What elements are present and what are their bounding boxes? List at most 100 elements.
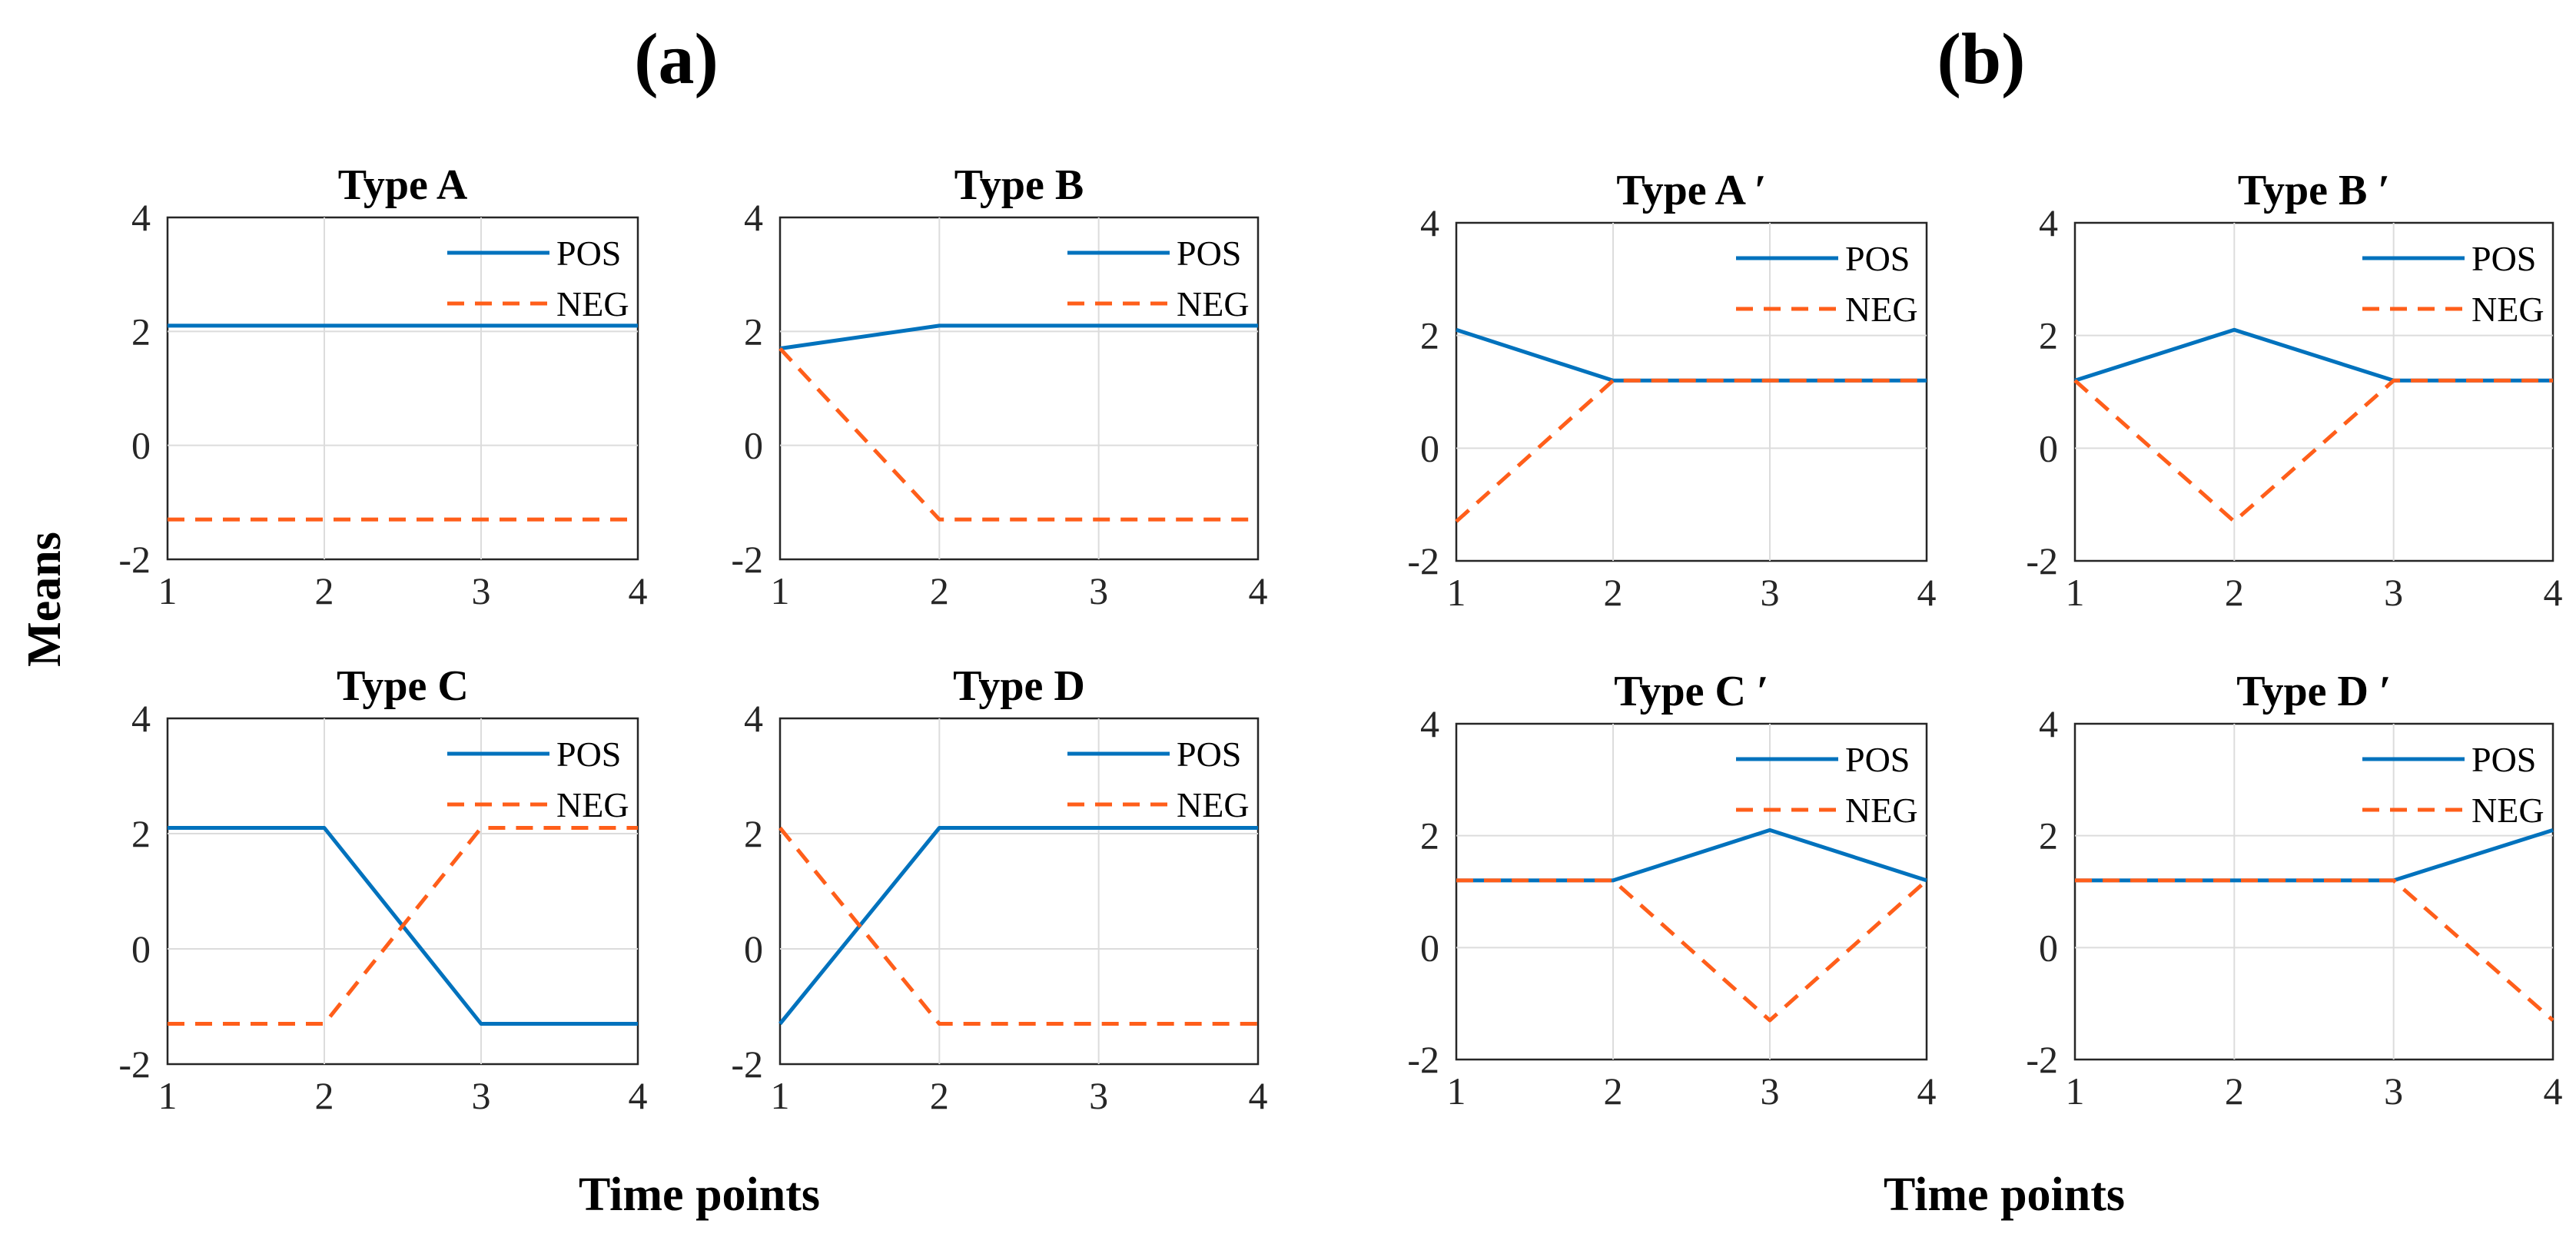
plot-area <box>778 717 1260 1066</box>
x-tick-label: 1 <box>1447 571 1466 614</box>
y-tick-label: 2 <box>1420 814 1439 857</box>
y-tick-label: -2 <box>118 538 151 581</box>
y-tick-label: 2 <box>744 812 763 855</box>
x-tick-label: 3 <box>2384 1070 2403 1113</box>
x-tick-label: 4 <box>629 1074 648 1117</box>
x-tick-label: 1 <box>771 569 790 612</box>
subplot-title: Type C <box>337 662 469 710</box>
y-tick-label: 0 <box>131 927 151 970</box>
subplot-1: Type A -2 0 2 4 1 2 3 4 POS NEG <box>118 161 647 612</box>
y-tick-label: 2 <box>744 310 763 353</box>
x-tick-label: 3 <box>1761 1070 1780 1113</box>
subplot-title: Type C ′ <box>1614 668 1768 715</box>
y-tick-label: 4 <box>2039 201 2058 244</box>
series-line-pos <box>1456 827 1927 883</box>
subplot-title: Type D ′ <box>2236 668 2391 715</box>
plot-area <box>2073 722 2554 1061</box>
x-tick-label: 2 <box>315 569 334 612</box>
x-tick-label: 3 <box>1089 569 1108 612</box>
plot-area <box>166 216 639 561</box>
panel-label-b: (b) <box>1937 19 2026 99</box>
y-tick-label: 0 <box>1420 926 1439 969</box>
x-tick-label: 1 <box>771 1074 790 1117</box>
y-tick-label: 2 <box>1420 314 1439 357</box>
y-tick-label: 0 <box>131 424 151 467</box>
y-tick-label: -2 <box>1407 1038 1439 1081</box>
y-tick-label: 4 <box>1420 702 1439 745</box>
x-tick-label: 1 <box>1447 1070 1466 1113</box>
y-tick-label: -2 <box>731 538 763 581</box>
x-tick-label: 3 <box>1089 1074 1108 1117</box>
plot-area <box>1455 221 1928 562</box>
y-tick-label: 0 <box>2039 426 2058 469</box>
x-tick-label: 2 <box>2225 571 2244 614</box>
x-tick-label: 3 <box>1761 571 1780 614</box>
subplot-title: Type A <box>338 161 468 209</box>
x-tick-label: 4 <box>1917 571 1937 614</box>
plot-area <box>2073 221 2554 562</box>
subplot-2: Type B -2 0 2 4 1 2 3 4 POS NEG <box>731 161 1267 612</box>
x-tick-label: 2 <box>315 1074 334 1117</box>
plot-area <box>166 717 639 1066</box>
x-tick-label: 1 <box>2066 571 2085 614</box>
y-tick-label: 4 <box>1420 201 1439 244</box>
series-line-neg <box>778 826 1258 1026</box>
x-tick-label: 4 <box>1249 569 1268 612</box>
x-tick-label: 3 <box>472 569 491 612</box>
x-tick-label: 3 <box>2384 571 2403 614</box>
subplot-title: Type B <box>954 161 1084 209</box>
legend-label-neg: NEG <box>1177 284 1250 323</box>
subplots: Type A -2 0 2 4 1 2 3 4 POS NEG Type B -2 0 2 4 1 2 3 4 POS N… <box>118 161 2562 1117</box>
subplot-6: Type B ′ -2 0 2 4 1 2 3 4 POS NEG <box>2026 167 2562 614</box>
x-tick-label: 4 <box>1249 1074 1268 1117</box>
x-axis-label-right: Time points <box>1884 1169 2125 1221</box>
y-tick-label: 0 <box>744 424 763 467</box>
subplot-4: Type D -2 0 2 4 1 2 3 4 POS NEG <box>731 662 1267 1117</box>
y-tick-label: 2 <box>2039 314 2058 357</box>
y-tick-label: -2 <box>731 1043 763 1086</box>
legend-label-neg: NEG <box>1845 791 1918 830</box>
subplot-5: Type A ′ -2 0 2 4 1 2 3 4 POS NEG <box>1407 167 1936 614</box>
y-tick-label: 4 <box>131 196 151 239</box>
legend-label-neg: NEG <box>556 785 629 824</box>
x-tick-label: 4 <box>2544 571 2563 614</box>
subplot-8: Type D ′ -2 0 2 4 1 2 3 4 POS NEG <box>2026 668 2562 1113</box>
x-axis-label-left: Time points <box>579 1169 820 1221</box>
series-line-neg <box>778 347 1258 522</box>
y-tick-label: 0 <box>1420 426 1439 469</box>
series-line-pos <box>2075 828 2554 883</box>
series-line-neg <box>1456 878 1928 1023</box>
x-tick-label: 3 <box>472 1074 491 1117</box>
x-tick-label: 2 <box>930 1074 949 1117</box>
y-tick-label: 0 <box>2039 926 2058 969</box>
legend-label-pos: POS <box>2471 239 2536 278</box>
y-tick-label: 2 <box>131 812 151 855</box>
x-tick-label: 4 <box>1917 1070 1937 1113</box>
x-tick-label: 1 <box>158 569 178 612</box>
plot-area <box>1455 722 1928 1061</box>
x-tick-label: 2 <box>2225 1070 2244 1113</box>
subplot-title: Type A ′ <box>1616 167 1766 214</box>
y-tick-label: 0 <box>744 927 763 970</box>
y-tick-label: 2 <box>131 310 151 353</box>
legend-label-pos: POS <box>2471 740 2536 779</box>
y-tick-label: 4 <box>744 196 763 239</box>
y-tick-label: -2 <box>2026 1038 2058 1081</box>
subplot-3: Type C -2 0 2 4 1 2 3 4 POS NEG <box>118 662 647 1117</box>
y-tick-label: -2 <box>118 1043 151 1086</box>
series-line-neg <box>2075 878 2554 1022</box>
series-line-pos <box>779 323 1258 351</box>
x-tick-label: 2 <box>930 569 949 612</box>
legend-label-neg: NEG <box>1845 290 1918 329</box>
x-tick-label: 2 <box>1604 1070 1623 1113</box>
y-tick-label: 2 <box>2039 814 2058 857</box>
x-tick-label: 1 <box>158 1074 178 1117</box>
y-tick-label: 4 <box>2039 702 2058 745</box>
legend-label-pos: POS <box>1177 735 1241 774</box>
legend-label-neg: NEG <box>1177 785 1250 824</box>
y-tick-label: -2 <box>2026 539 2058 582</box>
legend-label-neg: NEG <box>556 284 629 323</box>
series-line-neg <box>1455 378 1927 523</box>
legend-label-pos: POS <box>1845 239 1910 278</box>
